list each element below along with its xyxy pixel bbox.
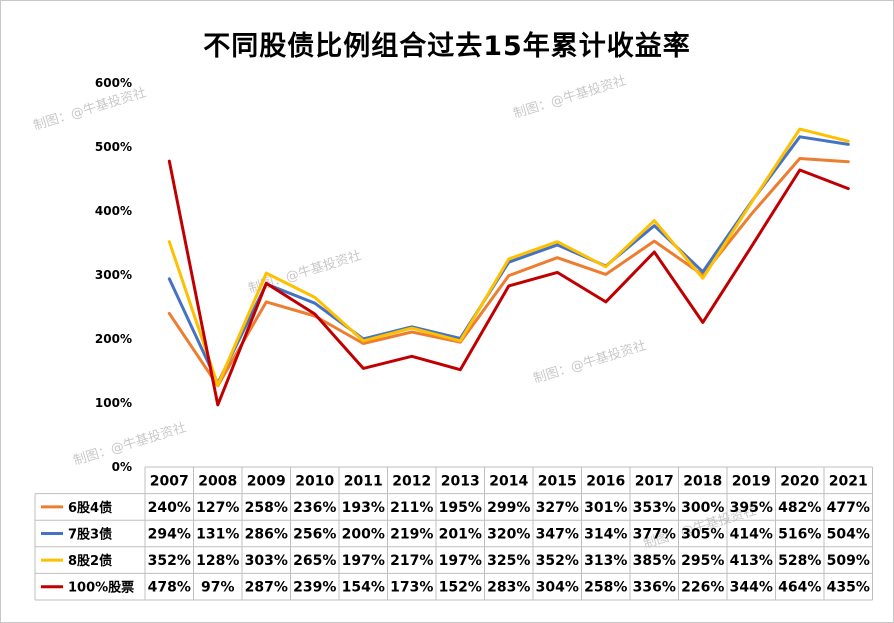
data-label: 377% <box>633 527 676 543</box>
watermark-text: 制图：@牛基投资社 <box>531 337 648 387</box>
data-label: 258% <box>245 500 288 516</box>
data-label: 516% <box>778 527 821 543</box>
legend-label: 8股2债 <box>68 553 112 569</box>
watermark-text: 制图：@牛基投资社 <box>31 84 148 134</box>
data-label: 154% <box>342 580 385 596</box>
data-label: 344% <box>730 580 773 596</box>
data-label: 236% <box>293 500 336 516</box>
series-lines <box>167 127 850 407</box>
data-label: 301% <box>584 500 627 516</box>
data-label: 303% <box>245 553 288 569</box>
x-tick-label: 2016 <box>586 473 625 489</box>
data-label: 127% <box>196 500 239 516</box>
x-tick-label: 2008 <box>198 473 237 489</box>
data-label: 504% <box>827 527 870 543</box>
x-tick-label: 2013 <box>441 473 480 489</box>
data-label: 320% <box>487 527 530 543</box>
data-label: 327% <box>536 500 579 516</box>
y-tick-label: 200% <box>95 332 132 346</box>
x-tick-label: 2012 <box>392 473 431 489</box>
data-label: 325% <box>487 553 530 569</box>
data-label: 195% <box>439 500 482 516</box>
data-label: 287% <box>245 580 288 596</box>
data-label: 347% <box>536 527 579 543</box>
data-label: 385% <box>633 553 676 569</box>
legend-label: 6股4债 <box>68 500 112 516</box>
data-label: 128% <box>196 553 239 569</box>
y-tick-label: 500% <box>95 140 132 154</box>
data-label: 435% <box>827 580 870 596</box>
series-line <box>167 157 850 388</box>
data-label: 336% <box>633 580 676 596</box>
data-label: 352% <box>536 553 579 569</box>
data-label: 258% <box>584 580 627 596</box>
x-tick-label: 2017 <box>635 473 674 489</box>
data-label: 294% <box>148 527 191 543</box>
data-label: 131% <box>196 527 239 543</box>
data-label: 395% <box>730 500 773 516</box>
data-label: 313% <box>584 553 627 569</box>
series-line <box>167 127 850 387</box>
y-tick-label: 600% <box>95 76 132 90</box>
x-tick-label: 2011 <box>344 473 383 489</box>
y-tick-label: 0% <box>112 460 132 474</box>
y-tick-label: 400% <box>95 204 132 218</box>
data-label: 197% <box>439 553 482 569</box>
watermark-text: 制图：@牛基投资社 <box>511 72 628 122</box>
data-label: 193% <box>342 500 385 516</box>
y-tick-label: 100% <box>95 396 132 410</box>
x-tick-label: 2010 <box>295 473 334 489</box>
x-tick-label: 2014 <box>489 473 528 489</box>
data-label: 211% <box>390 500 433 516</box>
data-label: 305% <box>681 527 724 543</box>
data-table: 2007 2008 2009 2010 2011 2012 2013 2014 2015 2016… <box>34 466 873 601</box>
data-label: 152% <box>439 580 482 596</box>
data-label: 239% <box>293 580 336 596</box>
data-label: 173% <box>390 580 433 596</box>
data-label: 265% <box>293 553 336 569</box>
data-label: 217% <box>390 553 433 569</box>
x-tick-label: 2019 <box>732 473 771 489</box>
data-label: 200% <box>342 527 385 543</box>
data-label: 414% <box>730 527 773 543</box>
data-label: 201% <box>439 527 482 543</box>
data-label: 295% <box>681 553 724 569</box>
legend-label: 100%股票 <box>68 580 134 596</box>
x-tick-label: 2021 <box>829 473 868 489</box>
chart-title: 不同股债比例组合过去15年累计收益率 <box>203 31 691 62</box>
data-label: 97% <box>201 580 235 596</box>
data-label: 482% <box>778 500 821 516</box>
data-label: 353% <box>633 500 676 516</box>
data-label: 219% <box>390 527 433 543</box>
data-label: 256% <box>293 527 336 543</box>
data-label: 226% <box>681 580 724 596</box>
x-tick-label: 2015 <box>538 473 577 489</box>
x-tick-label: 2018 <box>683 473 722 489</box>
data-label: 300% <box>681 500 724 516</box>
data-label: 509% <box>827 553 870 569</box>
data-label: 528% <box>778 553 821 569</box>
data-label: 477% <box>827 500 870 516</box>
legend-label: 7股3债 <box>68 527 112 543</box>
data-label: 464% <box>778 580 821 596</box>
x-tick-label: 2009 <box>247 473 286 489</box>
data-label: 304% <box>536 580 579 596</box>
data-label: 314% <box>584 527 627 543</box>
y-tick-label: 300% <box>95 268 132 282</box>
data-label: 352% <box>148 553 191 569</box>
data-label: 413% <box>730 553 773 569</box>
series-line <box>167 159 850 407</box>
y-axis: 0% 100% 200% 300% 400% 500% 600% <box>95 76 132 474</box>
data-label: 240% <box>148 500 191 516</box>
x-tick-label: 2020 <box>780 473 819 489</box>
data-label: 286% <box>245 527 288 543</box>
x-tick-label: 2007 <box>150 473 189 489</box>
data-label: 283% <box>487 580 530 596</box>
data-label: 478% <box>148 580 191 596</box>
data-label: 197% <box>342 553 385 569</box>
data-label: 299% <box>487 500 530 516</box>
